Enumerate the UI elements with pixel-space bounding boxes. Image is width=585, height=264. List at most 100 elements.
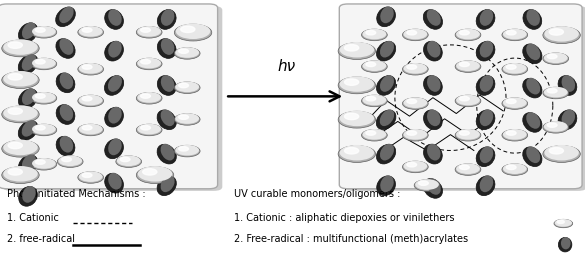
Ellipse shape <box>376 110 396 130</box>
Circle shape <box>8 74 22 80</box>
Ellipse shape <box>56 39 75 58</box>
Circle shape <box>547 54 557 59</box>
Circle shape <box>174 24 212 41</box>
Circle shape <box>2 140 39 157</box>
Ellipse shape <box>424 144 442 164</box>
Ellipse shape <box>427 41 441 58</box>
Circle shape <box>362 129 387 141</box>
Ellipse shape <box>562 109 575 126</box>
Circle shape <box>404 63 427 74</box>
Circle shape <box>415 179 439 190</box>
Ellipse shape <box>22 120 36 137</box>
Circle shape <box>557 220 565 224</box>
Circle shape <box>79 26 102 37</box>
Circle shape <box>176 47 199 58</box>
Circle shape <box>31 92 57 104</box>
Ellipse shape <box>161 38 174 55</box>
Circle shape <box>58 155 82 166</box>
Ellipse shape <box>380 144 394 161</box>
Circle shape <box>459 131 469 135</box>
Circle shape <box>78 63 104 75</box>
Ellipse shape <box>424 10 442 29</box>
Circle shape <box>2 106 39 123</box>
Ellipse shape <box>526 112 540 129</box>
Ellipse shape <box>377 144 395 164</box>
Text: 2. free-radical: 2. free-radical <box>7 234 75 244</box>
Circle shape <box>340 76 374 92</box>
Circle shape <box>178 147 188 151</box>
Circle shape <box>543 87 569 99</box>
Circle shape <box>459 30 469 35</box>
Ellipse shape <box>22 88 36 105</box>
Ellipse shape <box>377 76 395 95</box>
Ellipse shape <box>105 10 123 29</box>
Ellipse shape <box>480 9 493 26</box>
Ellipse shape <box>105 76 123 95</box>
Circle shape <box>338 111 376 128</box>
Circle shape <box>82 65 92 69</box>
Circle shape <box>456 60 480 71</box>
Ellipse shape <box>561 237 570 249</box>
Circle shape <box>174 48 200 59</box>
Ellipse shape <box>157 176 176 196</box>
Ellipse shape <box>56 73 75 93</box>
Circle shape <box>79 171 102 182</box>
Ellipse shape <box>19 23 37 43</box>
Circle shape <box>502 129 528 141</box>
Ellipse shape <box>161 176 174 192</box>
Text: Photoinitiated Mechanisms :: Photoinitiated Mechanisms : <box>7 189 146 199</box>
Circle shape <box>402 161 428 173</box>
Circle shape <box>79 95 102 105</box>
Ellipse shape <box>56 7 75 27</box>
Circle shape <box>35 94 45 98</box>
Circle shape <box>459 62 469 67</box>
Circle shape <box>8 169 22 175</box>
Circle shape <box>143 169 157 175</box>
Circle shape <box>506 165 516 169</box>
Circle shape <box>4 39 37 55</box>
Ellipse shape <box>105 41 123 61</box>
Ellipse shape <box>480 109 493 126</box>
Ellipse shape <box>526 9 540 26</box>
Ellipse shape <box>526 44 540 60</box>
Ellipse shape <box>380 175 394 192</box>
Ellipse shape <box>18 55 38 74</box>
Circle shape <box>2 167 39 183</box>
Circle shape <box>137 26 161 37</box>
Circle shape <box>549 29 563 35</box>
Circle shape <box>120 157 130 162</box>
Circle shape <box>35 28 45 32</box>
Ellipse shape <box>476 41 495 61</box>
Ellipse shape <box>105 173 123 193</box>
Circle shape <box>340 42 374 58</box>
Circle shape <box>455 29 481 41</box>
Circle shape <box>404 97 427 108</box>
Circle shape <box>4 71 37 87</box>
FancyBboxPatch shape <box>3 6 222 191</box>
Circle shape <box>32 158 56 169</box>
Circle shape <box>345 113 359 120</box>
Circle shape <box>61 157 71 162</box>
Circle shape <box>32 92 56 103</box>
Circle shape <box>4 140 37 155</box>
Circle shape <box>82 28 92 32</box>
Ellipse shape <box>19 89 37 109</box>
Circle shape <box>363 29 386 39</box>
Circle shape <box>4 105 37 121</box>
Circle shape <box>338 43 376 59</box>
Circle shape <box>2 40 39 57</box>
Ellipse shape <box>56 105 75 124</box>
Circle shape <box>78 26 104 38</box>
Ellipse shape <box>105 139 123 159</box>
Circle shape <box>340 111 374 126</box>
Circle shape <box>402 98 428 109</box>
Circle shape <box>407 99 417 103</box>
Circle shape <box>455 61 481 72</box>
Ellipse shape <box>377 7 395 27</box>
Circle shape <box>503 163 526 174</box>
Circle shape <box>82 125 92 130</box>
Circle shape <box>79 124 102 134</box>
Circle shape <box>178 83 188 88</box>
Ellipse shape <box>377 41 395 61</box>
Circle shape <box>32 26 56 37</box>
